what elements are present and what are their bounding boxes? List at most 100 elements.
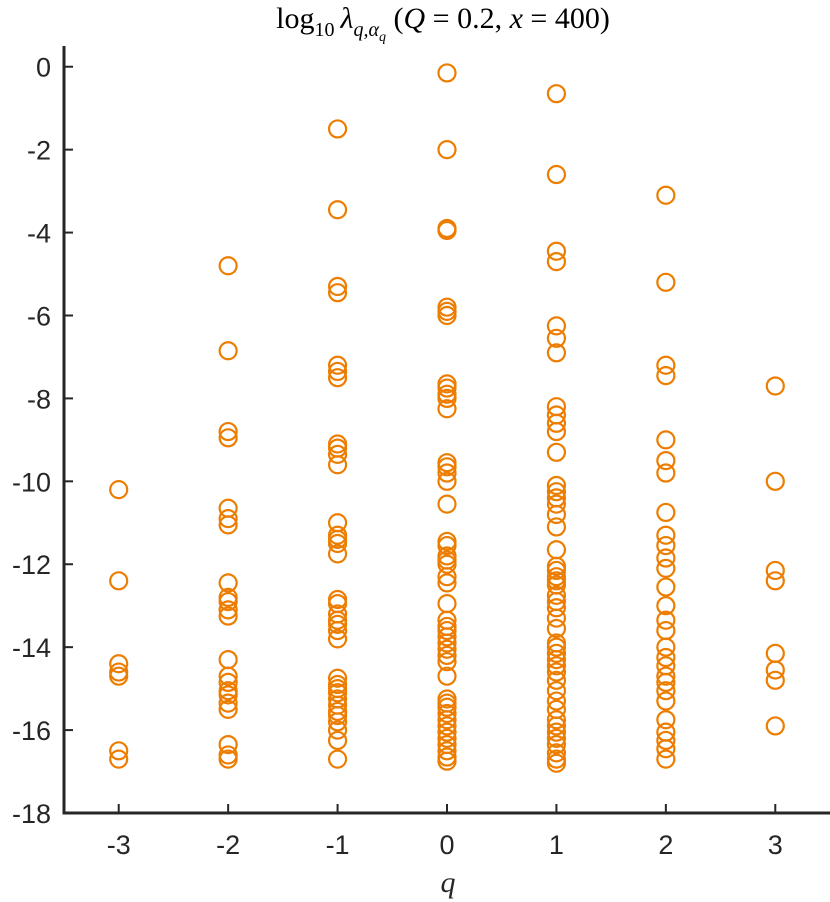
data-point [437,652,457,672]
data-point [218,734,238,755]
data-point [546,728,567,748]
data-point [546,716,567,736]
data-point [327,705,348,726]
data-point [437,471,457,491]
data-point [437,399,457,419]
data-point [437,463,457,483]
data-point [656,749,676,769]
data-point [656,355,676,375]
data-point [656,647,676,668]
data-point [765,670,785,690]
data-point [437,751,457,771]
series-q--1 [327,119,348,769]
data-point [546,251,567,272]
data-point [546,164,567,185]
y-tick-label: -14 [12,633,51,663]
data-point [437,220,457,241]
data-point [437,620,457,641]
title-log: log [276,2,314,35]
data-point [327,361,348,382]
data-point [218,256,238,276]
data-point [327,629,348,649]
data-point [327,749,348,769]
data-point [109,571,129,591]
data-point [437,457,457,477]
data-point [437,494,457,514]
data-point [546,691,567,711]
data-point [437,645,457,666]
x-axis-label: q [441,866,456,899]
data-point [546,637,567,657]
data-point [765,660,785,680]
data-point [656,577,676,597]
data-point [546,656,567,676]
data-point [327,544,348,564]
data-point [656,596,676,616]
title-eq-x: = 400) [523,2,610,35]
data-point [546,482,567,502]
series-q-0 [437,63,457,771]
data-point [437,301,457,321]
data-point [656,450,676,471]
data-point [437,627,457,647]
data-point [546,649,567,670]
data-point [218,428,238,448]
data-point [327,444,348,464]
data-point [546,710,567,730]
data-point [437,554,457,574]
data-point [546,475,567,496]
data-point [765,643,785,663]
data-point [656,610,676,630]
data-point [218,749,238,769]
data-point [546,743,567,763]
data-point [656,730,676,751]
data-point [437,703,457,724]
y-tick-label: -16 [12,716,51,746]
series-q--3 [109,480,129,769]
x-tick-label: 2 [658,830,673,860]
data-point [765,571,785,591]
data-point [546,722,567,742]
data-point [109,749,129,769]
data-point [437,63,457,83]
data-point [218,693,238,713]
title-params-open: ( [386,2,404,35]
data-point [656,620,676,641]
data-point [327,683,348,703]
data-point [656,739,676,759]
title-param-x: x [509,2,524,35]
data-point [546,734,567,755]
title-param-q: Q [404,2,426,35]
data-point [218,699,238,719]
data-point [218,341,238,361]
series-q--2 [218,256,238,769]
data-point [656,548,676,568]
data-point [327,720,348,740]
x-tick-label: -1 [326,830,350,860]
y-tick-label: -10 [12,467,51,497]
data-point [656,666,676,686]
data-point [218,606,238,626]
data-point [109,480,129,500]
data-point [546,753,567,773]
data-point [765,376,785,396]
data-point [218,672,238,693]
data-point [546,343,567,363]
data-point [327,355,348,375]
data-point [656,710,676,730]
data-point [218,745,238,765]
data-point [218,649,238,670]
data-point [218,591,238,612]
data-point [218,573,238,593]
data-point [327,368,348,388]
data-point [327,730,348,751]
data-point [327,200,348,220]
data-point [546,670,567,690]
data-point [109,666,129,686]
data-point [218,685,238,705]
data-point [218,515,238,535]
title-log-base: 10 [315,19,335,41]
title-subsubscript: q [379,30,386,45]
